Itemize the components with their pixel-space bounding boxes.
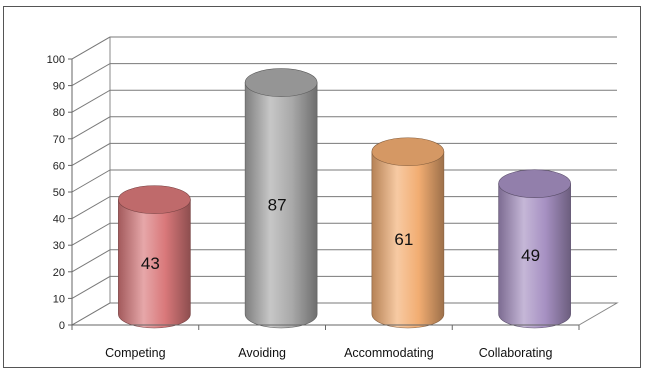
gridline [71,142,617,166]
bar-avoiding: 87 [244,68,318,329]
bar-competing: 43 [118,185,191,329]
bar-top [118,185,191,214]
x-tick-label: Accommodating [344,346,434,360]
y-tick-label: 30 [53,240,65,252]
bar-body [118,199,191,329]
x-tick-label: Competing [105,346,165,360]
gridline [71,116,617,140]
gridline [71,249,617,273]
bar-body [371,151,445,329]
gridline [71,302,617,326]
y-tick-label: 70 [53,134,65,146]
bar-collaborating: 49 [498,169,571,329]
data-label: 49 [521,246,540,265]
gridline [71,63,617,87]
gridlines [71,36,617,326]
bar-body [498,183,571,329]
bar-top [498,169,571,198]
gridline [71,222,617,246]
gridline [71,275,617,299]
y-axis: 0 10 20 30 40 50 60 70 80 90 100 [47,54,73,332]
gridline [71,196,617,220]
x-tick-label: Collaborating [479,346,553,360]
bar-top [371,137,445,167]
chart-frame: 0 10 20 30 40 50 60 70 80 90 100 43 87 61 49 Competin… [3,6,641,368]
bar-accommodating: 61 [371,137,445,329]
y-tick-label: 40 [53,214,65,226]
bars: 43 87 61 49 [118,68,571,329]
bar-chart: 0 10 20 30 40 50 60 70 80 90 100 43 87 61 49 Competin… [47,36,619,360]
y-tick-label: 50 [53,187,65,199]
y-tick-label: 60 [53,160,65,172]
y-tick-label: 100 [47,54,65,66]
y-tick-label: 0 [59,320,65,332]
data-label: 87 [268,195,287,214]
bar-top [244,68,318,97]
gridline [71,89,617,113]
data-label: 61 [394,230,413,249]
y-tick-label: 80 [53,107,65,119]
x-axis: Competing Avoiding Accommodating Collaborat… [71,324,580,360]
y-tick-label: 90 [53,81,65,93]
bar-body [244,82,318,329]
data-label: 43 [141,254,160,273]
x-tick-label: Avoiding [238,346,286,360]
y-tick-label: 10 [53,293,65,305]
gridline [71,169,617,193]
y-tick-label: 20 [53,267,65,279]
gridline [71,36,617,60]
